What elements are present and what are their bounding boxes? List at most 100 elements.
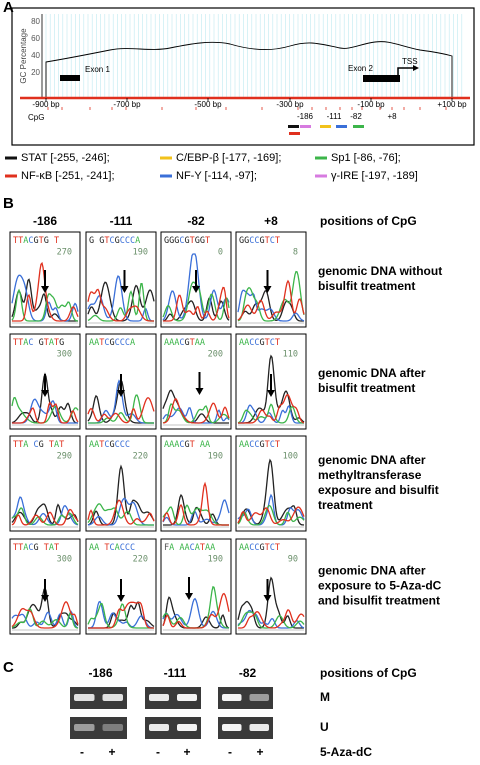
trace xyxy=(87,464,155,526)
exon2-box xyxy=(363,75,400,82)
column-header: -186 xyxy=(88,666,112,680)
tss-arrowhead xyxy=(413,65,419,71)
gel-band xyxy=(149,724,169,731)
arrowhead xyxy=(117,390,125,397)
gel-band xyxy=(177,694,197,701)
trace xyxy=(11,503,79,525)
row-description: genomic DNA without xyxy=(318,264,442,278)
legend-label: NF-κB [-251, -241]; xyxy=(21,170,115,182)
sequence: AATCGCCC xyxy=(89,440,130,450)
gels xyxy=(70,687,273,739)
treatment-label: 5-Aza-dC xyxy=(320,745,372,759)
legend-label: γ-IRE [-197, -189] xyxy=(331,170,418,182)
trace xyxy=(162,481,229,526)
arrowhead xyxy=(120,286,129,293)
trace-position: 0 xyxy=(218,248,223,258)
sequence: FA AACATAA xyxy=(164,543,215,553)
sequence: AACCGTCT xyxy=(239,440,280,450)
trace xyxy=(237,270,305,322)
cpg-position: -82 xyxy=(350,112,362,121)
gel-band xyxy=(222,724,242,731)
trace-position: 300 xyxy=(57,555,72,565)
trace xyxy=(87,503,154,526)
row-label: U xyxy=(320,720,329,734)
gc-curve xyxy=(45,41,453,98)
gel xyxy=(70,687,127,709)
gel-band xyxy=(177,724,197,731)
gel-band xyxy=(102,694,123,701)
trace xyxy=(88,600,155,629)
arrowhead xyxy=(185,593,193,600)
trace xyxy=(238,608,305,629)
sequence: AA TCACCC xyxy=(89,543,135,553)
trace xyxy=(87,282,154,322)
trace xyxy=(163,286,230,322)
arrowhead xyxy=(41,595,49,602)
y-tick-label: 80 xyxy=(31,17,40,26)
sequence: TTAC GTATG xyxy=(13,338,64,348)
row-label: M xyxy=(320,690,330,704)
trace xyxy=(162,389,229,424)
arrowhead xyxy=(263,286,272,293)
y-tick-label: 60 xyxy=(31,34,40,43)
gel-band xyxy=(249,724,269,731)
legend-swatch xyxy=(315,156,327,160)
x-tick-label: -500 bp xyxy=(194,100,222,109)
tss-label: TSS xyxy=(402,57,418,66)
trace xyxy=(162,597,229,629)
trace xyxy=(11,288,79,322)
lane-label: + xyxy=(183,745,190,759)
x-tick-label: +100 bp xyxy=(437,100,467,109)
trace xyxy=(237,458,305,526)
binding-site xyxy=(300,125,311,128)
cpg-label: CpG xyxy=(28,113,44,122)
row-description: and bisulfit treatment xyxy=(318,594,440,608)
trace xyxy=(237,609,305,629)
chromatogram-frame xyxy=(235,435,307,532)
binding-site xyxy=(320,125,331,128)
legend-swatch xyxy=(160,156,172,160)
binding-site xyxy=(336,125,347,128)
binding-site xyxy=(288,125,299,128)
cpg-position: -111 xyxy=(327,112,342,121)
sequence: TTA CG TAT xyxy=(13,440,64,450)
trace xyxy=(237,279,305,321)
row-description: exposure and bisulfit xyxy=(318,483,439,497)
row-description: bisulfit treatment xyxy=(318,279,415,293)
row-description: genomic DNA after xyxy=(318,564,426,578)
column-header: +8 xyxy=(264,214,278,228)
arrowhead xyxy=(117,595,125,602)
y-tick-label: 20 xyxy=(31,68,40,77)
trace-position: 200 xyxy=(208,350,223,360)
x-tick-label: -900 bp xyxy=(32,100,60,109)
sequence: AAACGT AA xyxy=(164,440,210,450)
binding-site xyxy=(289,132,300,135)
sequence: G GTCGCCCA xyxy=(89,236,140,246)
trace xyxy=(237,506,305,525)
lane-label: - xyxy=(156,745,160,759)
trace-position: 190 xyxy=(133,248,148,258)
cpg-position: -186 xyxy=(297,112,314,121)
column-header: -82 xyxy=(187,214,205,228)
trace-position: 8 xyxy=(293,248,298,258)
gel-band xyxy=(74,724,95,731)
chromatogram-frame xyxy=(9,435,81,532)
trace xyxy=(162,499,230,526)
tss-arrow xyxy=(397,67,414,78)
gc-grid xyxy=(45,14,463,97)
trace-position: 190 xyxy=(208,555,223,565)
arrowhead xyxy=(195,388,204,395)
cpg-ticks xyxy=(47,107,447,110)
trace-position: 220 xyxy=(133,452,148,462)
trace xyxy=(11,396,79,424)
lane-label: - xyxy=(228,745,232,759)
chromatogram-frame xyxy=(235,538,307,635)
x-tick-label: -100 bp xyxy=(357,100,385,109)
trace xyxy=(11,508,79,526)
trace xyxy=(237,504,305,526)
trace xyxy=(162,592,230,629)
trace xyxy=(237,611,305,629)
arrowhead xyxy=(192,286,200,293)
